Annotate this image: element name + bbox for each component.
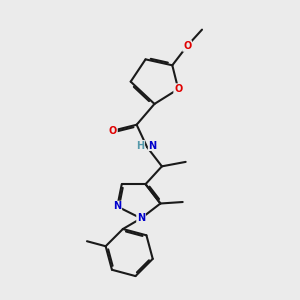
Text: N: N bbox=[148, 140, 156, 151]
Text: N: N bbox=[137, 213, 145, 224]
Text: O: O bbox=[183, 41, 191, 51]
Text: O: O bbox=[109, 126, 117, 136]
Text: H: H bbox=[136, 140, 145, 151]
Text: O: O bbox=[174, 84, 182, 94]
Text: N: N bbox=[113, 202, 122, 212]
